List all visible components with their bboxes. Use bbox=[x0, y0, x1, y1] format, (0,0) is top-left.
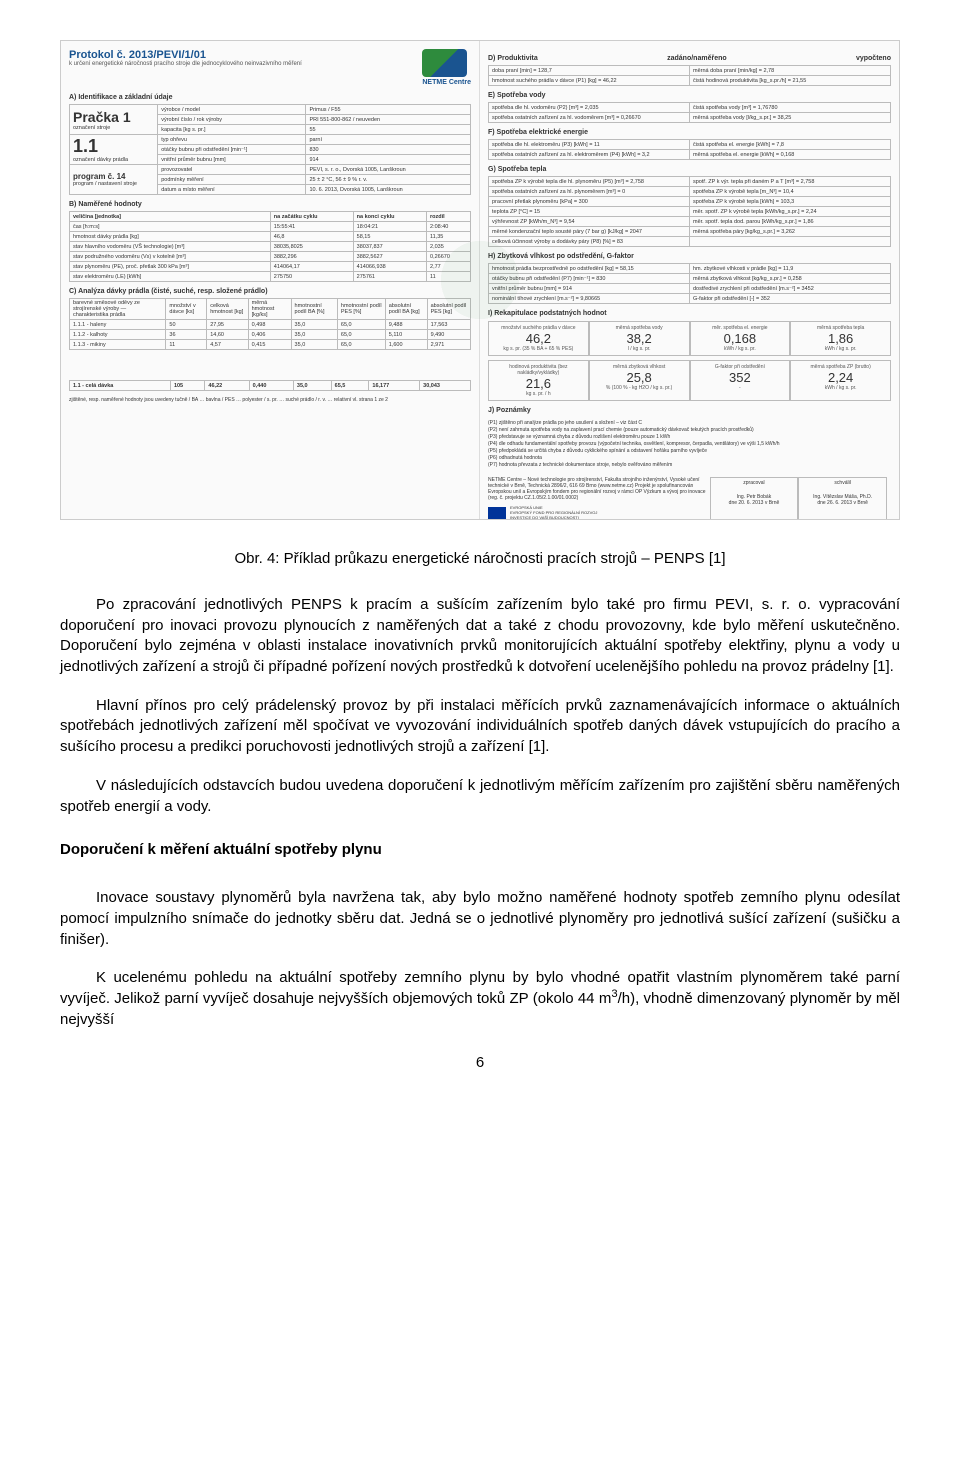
eu-flag-icon bbox=[488, 507, 506, 519]
section-j-label: J) Poznámky bbox=[488, 407, 891, 414]
notes-j: (P1) zjištěno při analýze prádla po jeho… bbox=[488, 420, 891, 469]
table-f: spotřeba dle hl. elektroměru (P3) [kWh] … bbox=[488, 139, 891, 160]
table-d: doba praní [min] = 128,7měrná doba praní… bbox=[488, 65, 891, 86]
protocol-page-1: Protokol č. 2013/PEVI/1/01 k určení ener… bbox=[61, 41, 480, 519]
footer-org: NETME Centre – Nové technologie pro stro… bbox=[488, 477, 710, 501]
footnote-c: zjištěné, resp. naměřené hodnoty jsou uv… bbox=[69, 397, 471, 404]
table-c: barevné směsové oděvy ze strojírenské vý… bbox=[69, 298, 471, 350]
protocol-content: Protokol č. 2013/PEVI/1/01 k určení ener… bbox=[61, 41, 899, 519]
paragraph-1: Po zpracování jednotlivých PENPS k prací… bbox=[60, 595, 900, 678]
table-b: veličina [jednotka]na začátku cykluna ko… bbox=[69, 211, 471, 282]
stats-row-2: hodinová produktivita (bez nakládky/vykl… bbox=[488, 360, 891, 401]
section-c-label: C) Analýza dávky prádla (čisté, suché, r… bbox=[69, 288, 471, 295]
paragraph-2: Hlavní přínos pro celý prádelenský provo… bbox=[60, 696, 900, 758]
page-number: 6 bbox=[60, 1054, 900, 1071]
section-i-label: I) Rekapitulace podstatných hodnot bbox=[488, 310, 891, 317]
eu-text: EVROPSKÁ UNIEEVROPSKÝ FOND PRO REGIONÁLN… bbox=[510, 505, 597, 520]
protocol-subtitle: k určení energetické náročnosti pracího … bbox=[69, 61, 302, 67]
paragraph-5: K ucelenému pohledu na aktuální spotřeby… bbox=[60, 968, 900, 1030]
table-c-total: 1.1 - celá dávka10546,220,44035,065,516,… bbox=[69, 380, 471, 391]
table-g: spotřeba ZP k výrobě tepla dle hl. plyno… bbox=[488, 176, 891, 247]
netme-logo bbox=[422, 49, 467, 77]
stats-row-1: množství suchého prádla v dávce46,2kg s.… bbox=[488, 321, 891, 356]
protocol-figure: Protokol č. 2013/PEVI/1/01 k určení ener… bbox=[60, 40, 900, 520]
protocol-page-2: D) Produktivita zadáno/naměřeno vypočten… bbox=[480, 41, 899, 519]
section-h-label: H) Zbytková vlhkost po odstředění, G-fak… bbox=[488, 253, 891, 260]
section-b-label: B) Naměřené hodnoty bbox=[69, 201, 471, 208]
section-f-label: F) Spotřeba elektrické energie bbox=[488, 129, 891, 136]
figure-caption: Obr. 4: Příklad průkazu energetické náro… bbox=[60, 550, 900, 567]
table-h: hmotnost prádla bezprostředně po odstřed… bbox=[488, 263, 891, 304]
section-d-label: D) Produktivita bbox=[488, 55, 538, 62]
paragraph-3: V následujících odstavcích budou uvedena… bbox=[60, 776, 900, 817]
batch-num: 1.1 bbox=[73, 136, 154, 157]
table-a: Pračka 1 označení stroje výrobce / model… bbox=[69, 104, 471, 195]
device-name: Pračka 1 bbox=[73, 109, 154, 125]
protocol-title: Protokol č. 2013/PEVI/1/01 bbox=[69, 49, 302, 61]
netme-logo-text: NETME Centre bbox=[422, 79, 471, 86]
section-a-label: A) Identifikace a základní údaje bbox=[69, 94, 471, 101]
device-sub: označení stroje bbox=[73, 125, 154, 131]
section-g-label: G) Spotřeba tepla bbox=[488, 166, 891, 173]
subheading-gas: Doporučení k měření aktuální spotřeby pl… bbox=[60, 841, 900, 858]
section-e-label: E) Spotřeba vody bbox=[488, 92, 891, 99]
table-e: spotřeba dle hl. vodoměru (P2) [m³] = 2,… bbox=[488, 102, 891, 123]
paragraph-4: Inovace soustavy plynoměrů byla navržena… bbox=[60, 888, 900, 950]
